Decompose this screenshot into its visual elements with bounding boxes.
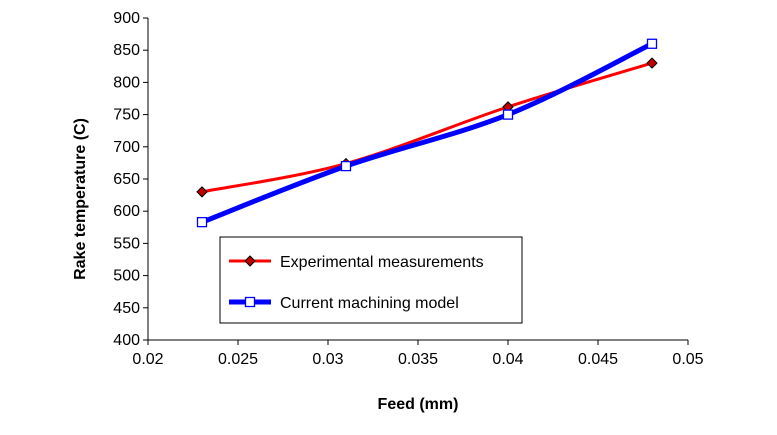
legend: Experimental measurements Current machini… [219, 236, 523, 324]
axes: 400 450 500 550 600 650 700 750 800 850 900 0.02 0.0… [113, 10, 703, 368]
y-axis-title: Rake temperature (C) [72, 118, 89, 280]
x-tick-label: 0.05 [672, 351, 703, 368]
legend-label-current-machining-model: Current machining model [280, 295, 459, 312]
legend-label-experimental-measurements: Experimental measurements [280, 254, 484, 271]
data-point-current-machining-model [196, 216, 208, 228]
x-tick-label: 0.03 [312, 351, 343, 368]
x-tick-label: 0.02 [132, 351, 163, 368]
y-tick-label: 700 [113, 139, 140, 156]
y-tick-label: 500 [113, 268, 140, 285]
data-point-current-machining-model [646, 38, 658, 49]
x-tick-label: 0.025 [218, 351, 258, 368]
x-tick-label: 0.035 [398, 351, 438, 368]
series-line-current-machining-model [199, 41, 655, 225]
y-tick-label: 400 [113, 332, 140, 349]
legend-marker-experimental-measurements [244, 255, 256, 267]
series-line-experimental-measurements [200, 61, 654, 194]
series-current-machining-model [196, 38, 658, 228]
y-tick-label: 450 [113, 300, 140, 317]
x-tick-label: 0.045 [578, 351, 618, 368]
y-tick-label: 800 [113, 74, 140, 91]
series-experimental-measurements [196, 57, 658, 198]
x-axis-title: Feed (mm) [378, 396, 459, 413]
y-tick-label: 600 [113, 203, 140, 220]
series-layer [196, 38, 658, 228]
y-tick-label: 550 [113, 235, 140, 252]
legend-box [219, 236, 523, 324]
x-tick-label: 0.04 [492, 351, 523, 368]
y-tick-label: 750 [113, 107, 140, 124]
legend-marker-current-machining-model [244, 296, 256, 308]
data-point-current-machining-model [340, 160, 352, 172]
y-tick-label: 650 [113, 171, 140, 188]
data-point-experimental-measurements [196, 186, 208, 198]
data-point-current-machining-model [502, 109, 514, 120]
y-tick-label: 850 [113, 42, 140, 59]
y-tick-label: 900 [113, 10, 140, 27]
data-point-experimental-measurements [646, 57, 658, 69]
